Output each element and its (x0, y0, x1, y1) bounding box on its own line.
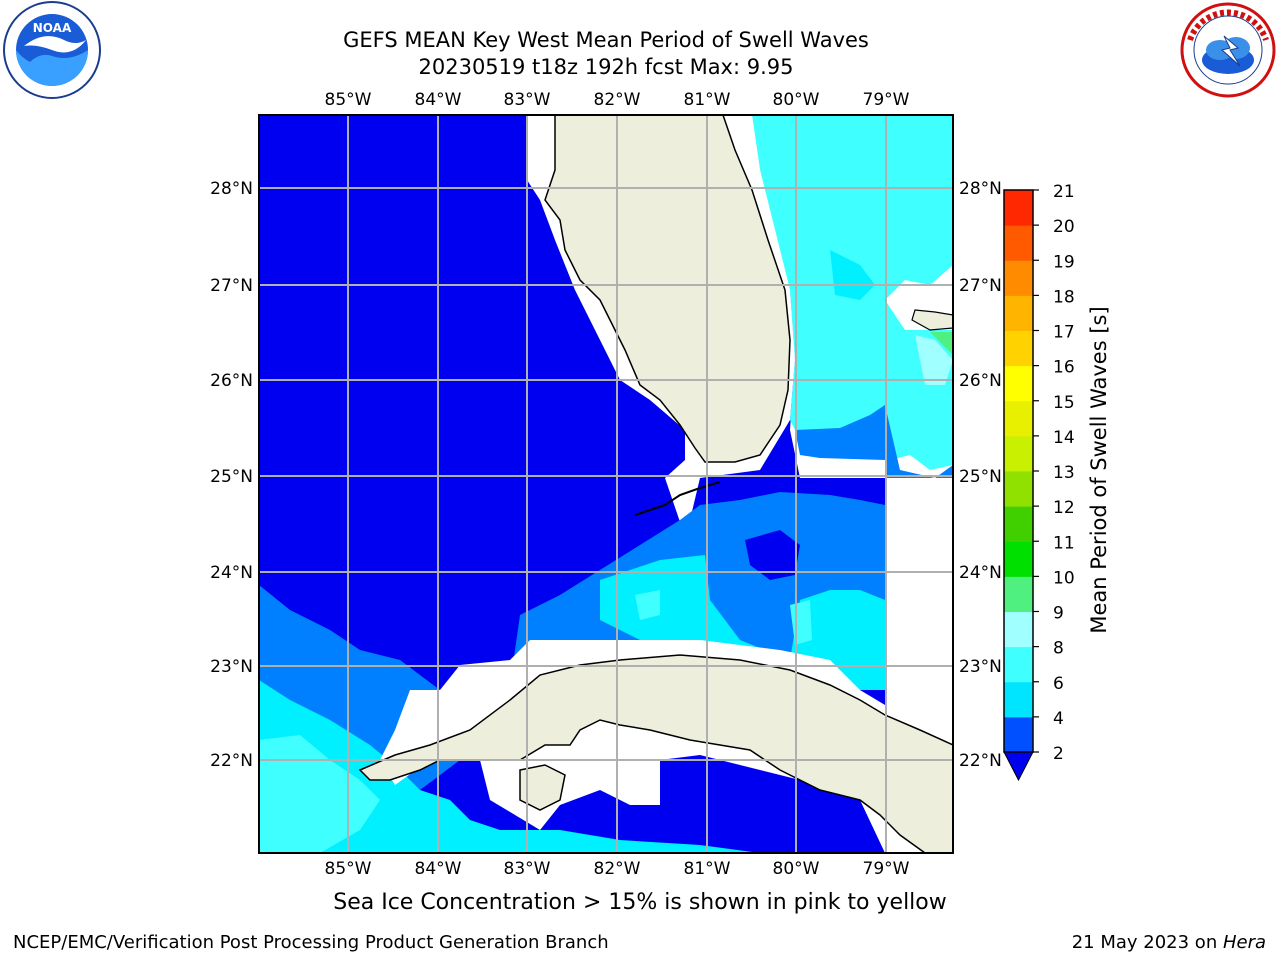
colorbar-segment (1004, 190, 1033, 226)
florida-keys (634, 481, 721, 516)
colorbar-segment (1004, 681, 1033, 718)
colorbar-tick-label: 9 (1053, 604, 1064, 624)
bahamas-land (911, 309, 953, 331)
sea-ice-caption: Sea Ice Concentration > 15% is shown in … (333, 890, 947, 915)
chart-subtitle: 20230519 t18z 192h fcst Max: 9.95 (418, 55, 794, 79)
colorbar-tick-label: 4 (1053, 709, 1064, 729)
lon-label-bottom: 81°W (684, 859, 731, 879)
colorbar-segment (1004, 541, 1033, 577)
lon-labels-bottom: 85°W 84°W 83°W 82°W 81°W 80°W 79°W (325, 859, 910, 879)
colorbar-label: Mean Period of Swell Waves [s] (1087, 306, 1111, 633)
sw-swell-cyan (259, 680, 760, 853)
colorbar-tick-label: 17 (1053, 323, 1075, 343)
atlantic-nodata-area (720, 115, 953, 853)
colorbar-tick-label: 13 (1053, 463, 1075, 483)
colorbar-tick-label: 16 (1053, 358, 1075, 378)
lat-label-right: 28°N (959, 179, 1002, 199)
lon-label-top: 81°W (684, 90, 731, 110)
lon-label-bottom: 80°W (773, 859, 820, 879)
colorbar-segment (1004, 295, 1033, 331)
colorbar-tick-label: 12 (1053, 498, 1075, 518)
chart-title: GEFS MEAN Key West Mean Period of Swell … (343, 28, 869, 52)
straits-cyan (600, 555, 885, 690)
atlantic-swell-cyan2 (830, 250, 875, 300)
lon-label-top: 85°W (325, 90, 372, 110)
colorbar-segment (1004, 400, 1033, 437)
lat-labels-left: 28°N 27°N 26°N 25°N 24°N 23°N 22°N (210, 179, 253, 771)
footer-branch: NCEP/EMC/Verification Post Processing Pr… (13, 932, 609, 953)
map-grid (259, 115, 953, 853)
colorbar-tick-label: 14 (1053, 428, 1075, 448)
sw-swell-lightcyan (259, 735, 380, 853)
straits-deepblue-patch (745, 530, 800, 580)
lat-label-right: 24°N (959, 563, 1002, 583)
colorbar-extend-arrow (1003, 751, 1034, 782)
lat-label-left: 22°N (210, 751, 253, 771)
isla-juventud-land (519, 764, 566, 811)
colorbar-segment (1004, 471, 1033, 507)
lon-label-top: 79°W (863, 90, 910, 110)
colorbar-segment (1004, 611, 1033, 648)
lat-label-left: 27°N (210, 276, 253, 296)
straits-lightcyan-patch (635, 590, 660, 620)
colorbar-segment (1004, 576, 1033, 612)
lat-label-left: 25°N (210, 467, 253, 487)
lat-label-right: 25°N (959, 467, 1002, 487)
south-deepblue-band (700, 760, 885, 853)
florida-land (544, 115, 791, 463)
footer-date: 21 May 2023 on Hera (1072, 932, 1266, 953)
colorbar-segment (1004, 330, 1033, 367)
colorbar-segment (1004, 716, 1033, 753)
lat-labels-right: 28°N 27°N 26°N 25°N 24°N 23°N 22°N (959, 179, 1002, 771)
footer-host: Hera (1222, 932, 1266, 953)
lon-label-bottom: 79°W (863, 859, 910, 879)
lat-label-right: 27°N (959, 276, 1002, 296)
atlantic-swell-lightcyan (915, 335, 953, 385)
colorbar-tick-label: 18 (1053, 287, 1075, 307)
colorbar-segment (1004, 260, 1033, 296)
colorbar-tick-label: 10 (1053, 568, 1075, 588)
lon-label-bottom: 84°W (415, 859, 462, 879)
colorbar-tick-label: 21 (1053, 182, 1075, 202)
atlantic-swell-midblue (795, 405, 953, 478)
lat-label-left: 28°N (210, 179, 253, 199)
colorbar-tick-label: 8 (1053, 639, 1064, 659)
colorbar-tick-label: 11 (1053, 533, 1075, 553)
lat-label-right: 23°N (959, 657, 1002, 677)
svg-text:NOAA: NOAA (33, 21, 72, 35)
noaa-logo-icon: NOAA (3, 1, 101, 99)
lat-label-right: 22°N (959, 751, 1002, 771)
colorbar-tick-label: 19 (1053, 252, 1075, 272)
lon-label-top: 80°W (773, 90, 820, 110)
lon-label-top: 82°W (594, 90, 641, 110)
lat-label-left: 24°N (210, 563, 253, 583)
colorbar-segment (1004, 365, 1033, 402)
colorbar-tick-label: 20 (1053, 217, 1075, 237)
lon-label-top: 83°W (504, 90, 551, 110)
lon-label-bottom: 83°W (504, 859, 551, 879)
colorbar-segment (1004, 506, 1033, 542)
nws-logo-icon (1180, 2, 1276, 98)
lat-label-left: 23°N (210, 657, 253, 677)
colorbar-segment (1004, 646, 1033, 683)
sw-swell-midblue-patch (259, 610, 340, 660)
colorbar-tick-label: 6 (1053, 674, 1064, 694)
colorbar: 2 4 6 8 9 10 11 12 13 14 15 16 17 18 19 20 21 (1003, 182, 1075, 782)
lat-label-left: 26°N (210, 371, 253, 391)
colorbar-tick-label: 2 (1053, 744, 1064, 764)
lon-label-top: 84°W (415, 90, 462, 110)
footer-date-text: 21 May 2023 on (1071, 932, 1223, 953)
cuba-land (358, 654, 953, 853)
colorbar-segment (1004, 435, 1033, 472)
map-frame (258, 114, 954, 854)
colorbar-segment (1004, 225, 1033, 261)
colorbar-tick-label: 15 (1053, 393, 1075, 413)
lon-label-bottom: 82°W (594, 859, 641, 879)
atlantic-swell-green (930, 332, 953, 355)
lon-labels-top: 85°W 84°W 83°W 82°W 81°W 80°W 79°W (325, 90, 910, 110)
lon-label-bottom: 85°W (325, 859, 372, 879)
lat-label-right: 26°N (959, 371, 1002, 391)
